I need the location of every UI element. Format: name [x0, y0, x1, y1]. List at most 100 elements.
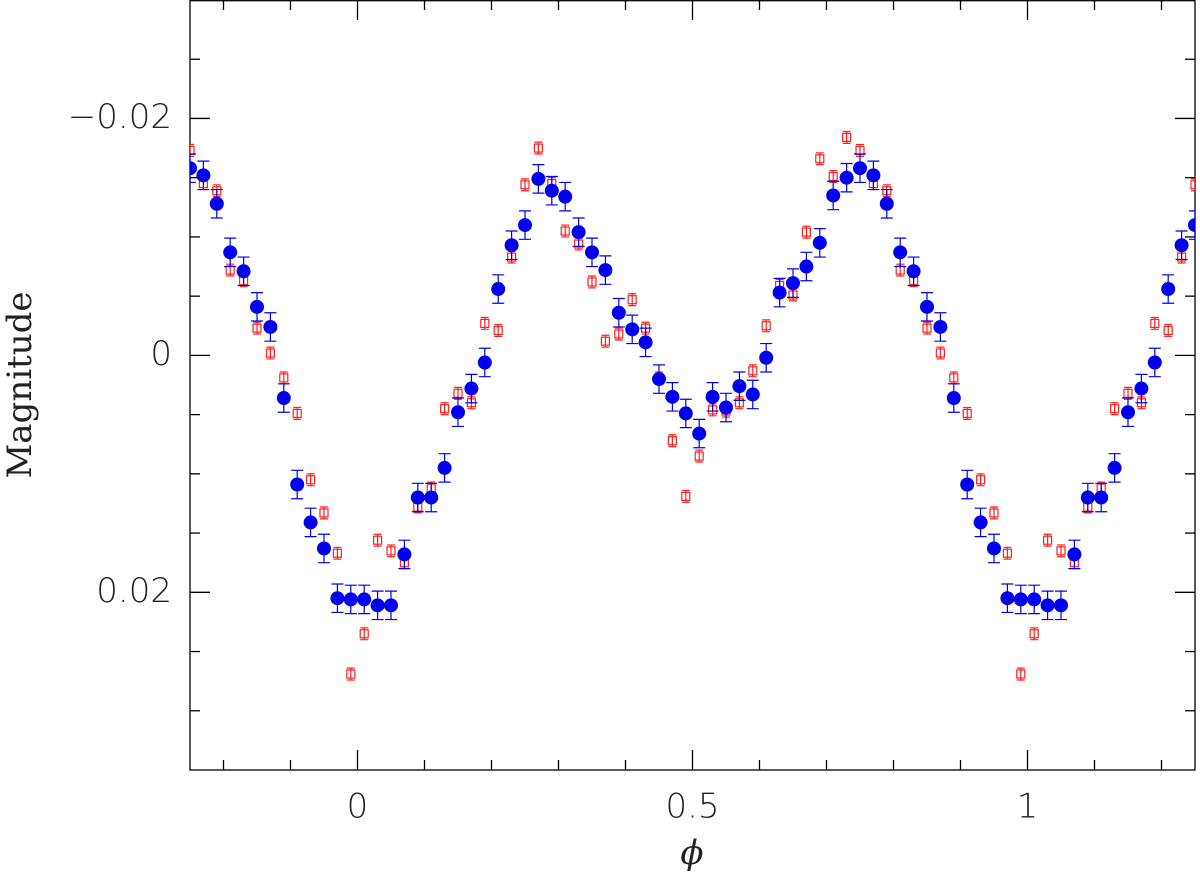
point — [772, 285, 787, 300]
plot-frame — [189, 0, 1196, 771]
x-tick-label: 0 — [347, 787, 369, 827]
point — [815, 154, 825, 164]
y-tick-label: −0.02 — [68, 97, 172, 137]
point — [410, 490, 425, 505]
point — [250, 299, 264, 314]
error-bar — [1189, 210, 1195, 240]
point — [801, 227, 812, 237]
point — [839, 170, 854, 185]
point — [678, 406, 693, 421]
point — [694, 451, 704, 461]
point — [946, 391, 961, 406]
point — [893, 245, 908, 260]
point — [812, 235, 827, 250]
point — [973, 515, 988, 530]
point — [1042, 535, 1053, 545]
point — [587, 277, 597, 287]
point — [520, 180, 530, 190]
point — [440, 404, 450, 414]
point — [1188, 218, 1195, 233]
point — [1027, 592, 1042, 607]
point — [761, 321, 771, 331]
point — [667, 436, 678, 446]
point — [317, 541, 331, 556]
point — [477, 355, 492, 370]
point — [531, 171, 546, 186]
point — [879, 196, 894, 211]
point — [625, 322, 640, 337]
point — [638, 335, 653, 350]
point — [1161, 282, 1176, 297]
point — [681, 491, 691, 501]
point — [279, 373, 289, 383]
point — [1163, 325, 1173, 336]
point — [1000, 591, 1015, 606]
point — [1150, 318, 1160, 328]
point — [949, 373, 959, 383]
point — [962, 408, 972, 419]
point — [1174, 238, 1189, 253]
point — [1094, 490, 1109, 505]
point — [370, 598, 385, 613]
point — [359, 629, 369, 639]
point — [424, 490, 439, 505]
point — [614, 329, 624, 339]
point — [346, 669, 356, 679]
point — [745, 387, 760, 402]
point — [265, 348, 275, 358]
point — [799, 259, 814, 274]
point — [451, 405, 465, 420]
point — [786, 276, 800, 291]
point — [826, 188, 841, 203]
point — [828, 171, 838, 182]
point — [585, 245, 599, 260]
point — [1107, 460, 1122, 475]
point — [1002, 548, 1013, 558]
point — [719, 400, 733, 415]
points — [190, 130, 1195, 681]
point — [853, 161, 867, 176]
point — [290, 477, 305, 492]
error-bar — [190, 143, 194, 157]
point — [665, 389, 680, 404]
point — [437, 460, 452, 475]
y-axis-label: Magnitude — [0, 291, 40, 478]
point — [1123, 388, 1133, 398]
point — [1134, 381, 1149, 396]
point — [1013, 592, 1028, 607]
point — [1054, 598, 1068, 613]
point — [453, 388, 463, 398]
point — [960, 477, 975, 492]
point — [518, 218, 532, 233]
point — [906, 264, 921, 279]
point — [558, 189, 573, 204]
point — [692, 426, 707, 441]
point — [480, 318, 490, 328]
point — [560, 226, 570, 236]
point — [190, 161, 197, 176]
point — [544, 183, 559, 198]
point — [652, 372, 666, 387]
point — [533, 143, 544, 153]
point — [600, 336, 611, 346]
point — [732, 379, 747, 394]
point — [493, 325, 503, 336]
x-tick-label: 0.5 — [665, 787, 719, 827]
point — [330, 591, 345, 606]
point — [987, 541, 1001, 556]
point — [384, 598, 398, 613]
point — [292, 408, 302, 419]
point — [252, 323, 262, 333]
point — [920, 299, 934, 314]
point — [343, 592, 358, 607]
point — [303, 515, 318, 530]
y-tick-label: 0.02 — [96, 571, 172, 611]
point — [1029, 629, 1039, 639]
point — [611, 305, 626, 320]
point — [386, 546, 396, 556]
point — [922, 323, 932, 333]
point — [464, 381, 479, 396]
point — [373, 535, 383, 545]
point — [236, 264, 251, 279]
